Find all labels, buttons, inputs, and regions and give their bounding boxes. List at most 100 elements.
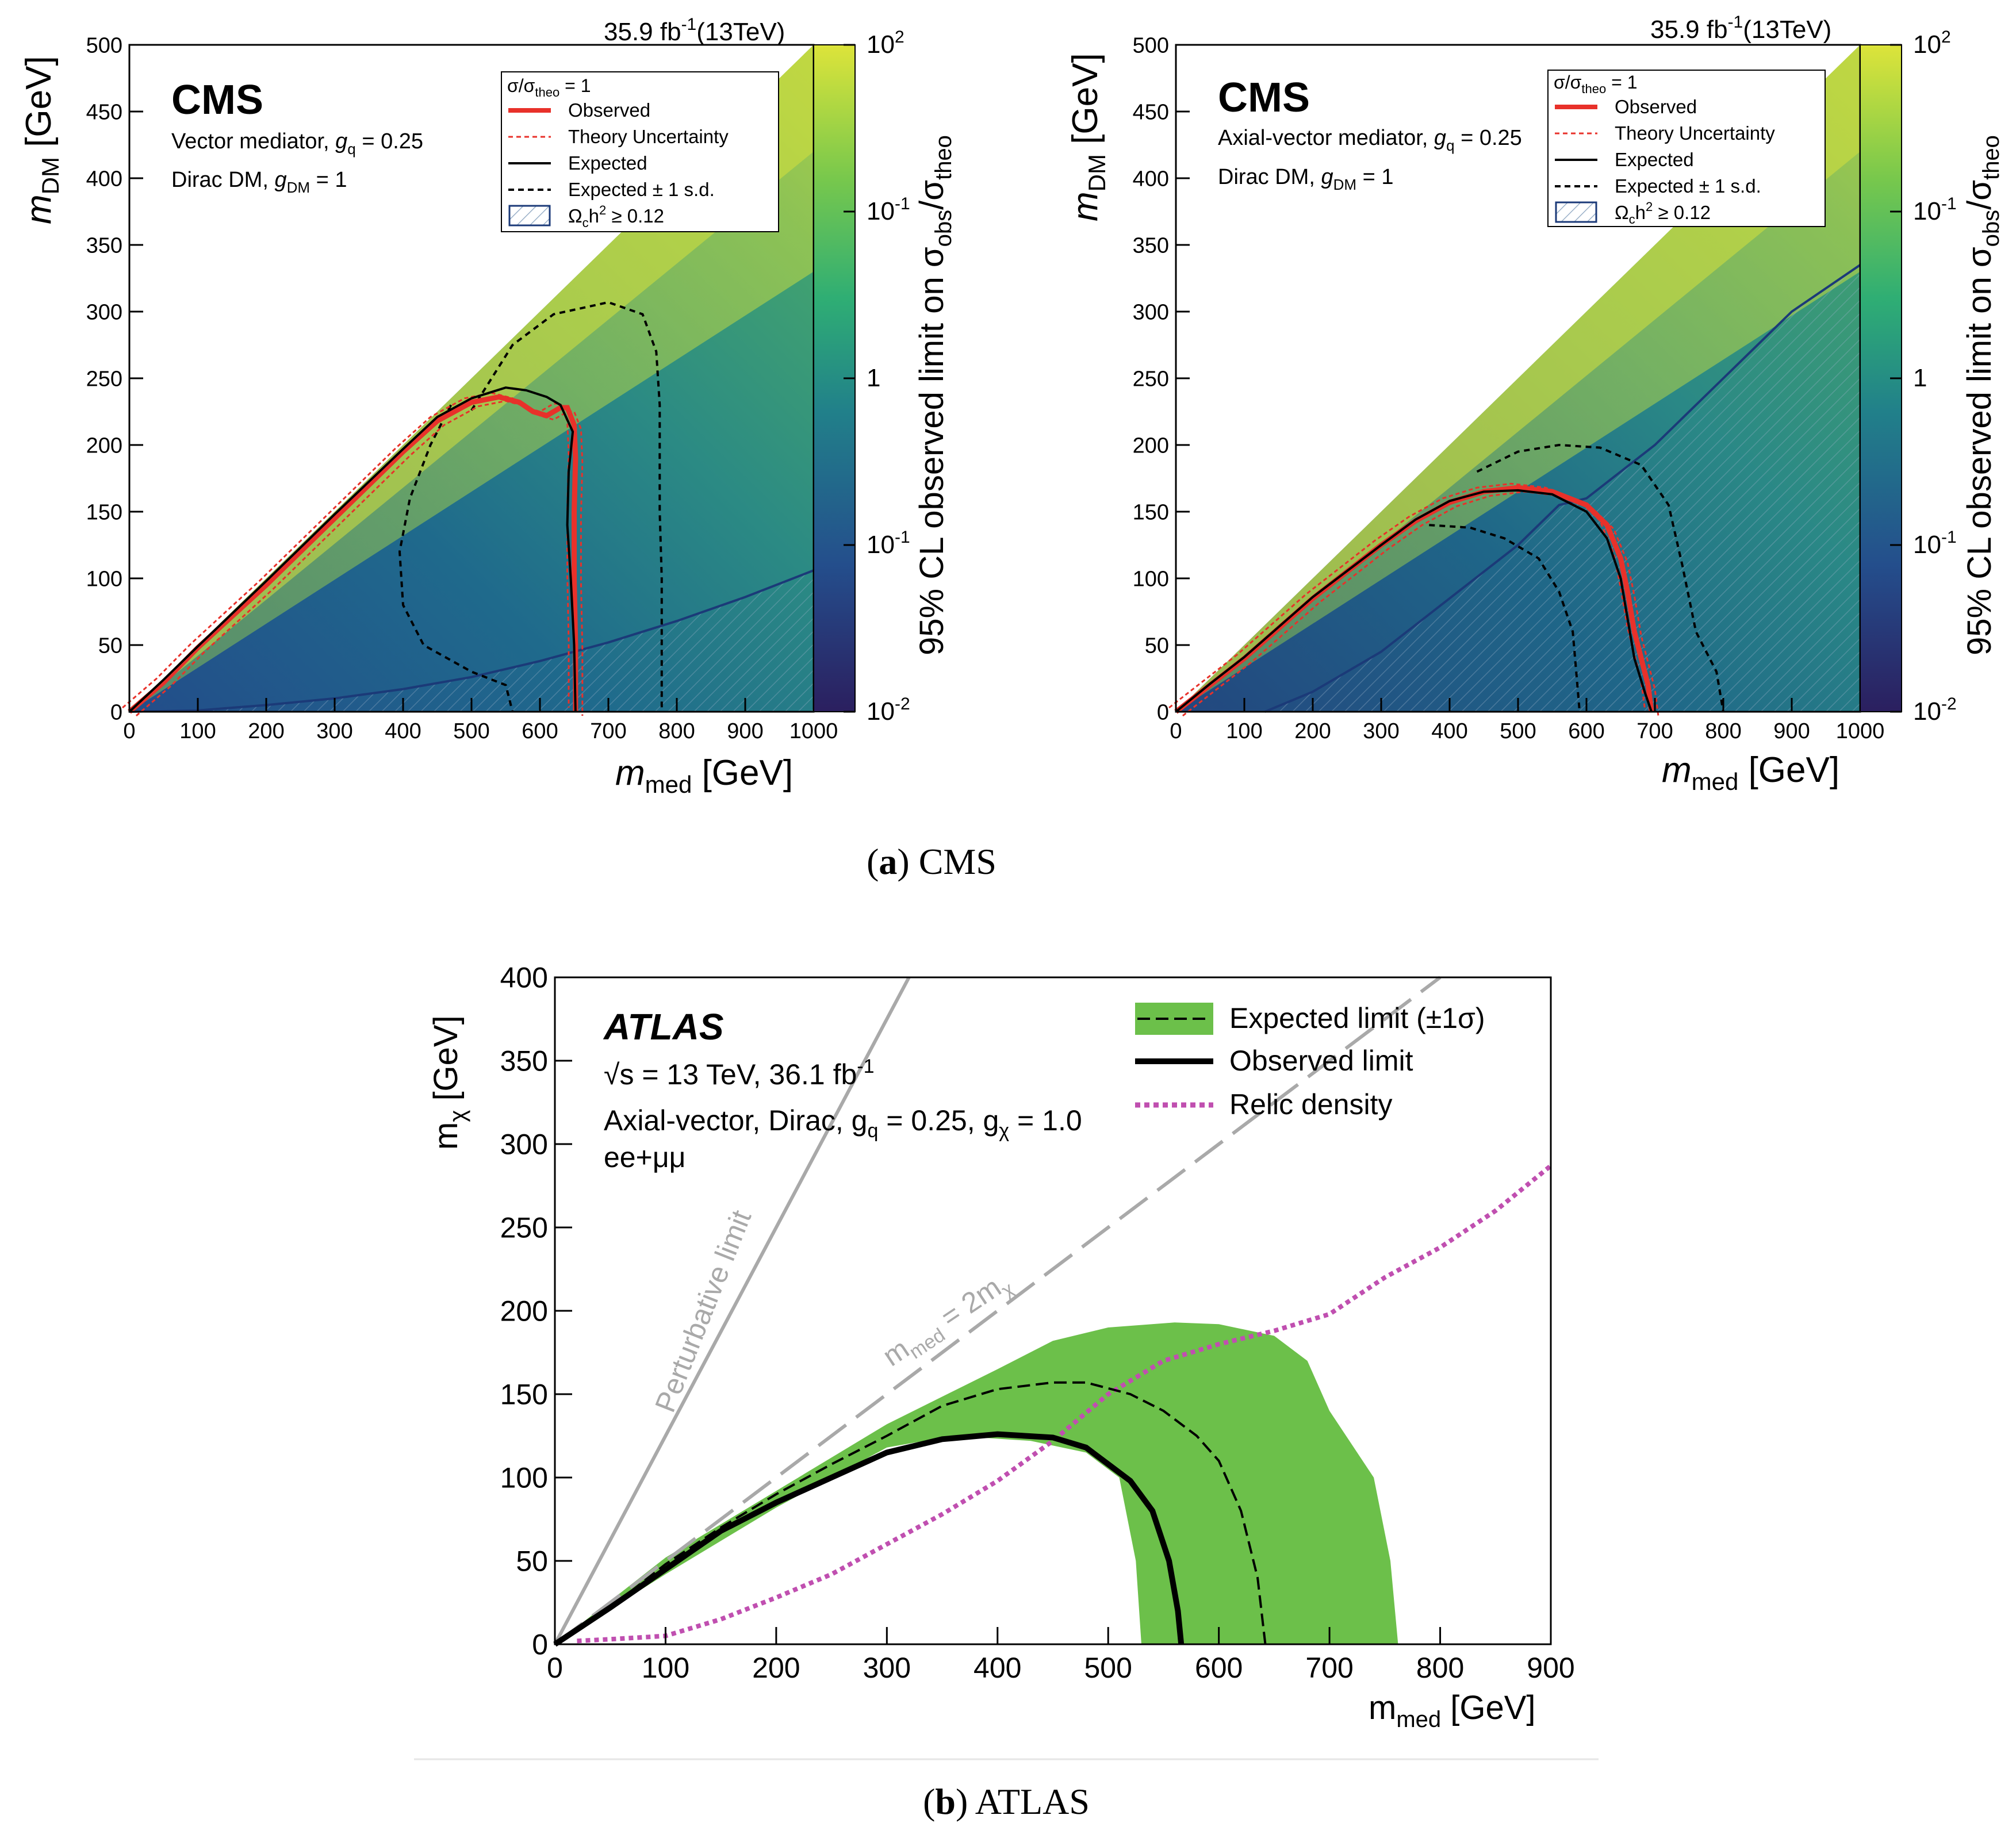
expected-limit-line <box>554 1381 1267 1645</box>
y-tick-label: 250 <box>500 1212 548 1244</box>
cms-logo: CMS <box>1218 75 1310 121</box>
caption-b: (b) ATLAS <box>923 1781 1090 1822</box>
y-tick-label: 200 <box>86 433 122 458</box>
legend-relic: Ωch2 ≥ 0.12 <box>568 203 664 230</box>
colorbar-tick-label: 102 <box>867 28 904 59</box>
legend-theory: Theory Uncertainty <box>1615 122 1775 144</box>
y-tick-label: 450 <box>1133 100 1169 124</box>
legend-expected-sd: Expected ± 1 s.d. <box>1615 175 1761 197</box>
y-tick-label: 50 <box>516 1545 548 1578</box>
x-tick-label: 600 <box>1568 719 1604 743</box>
model-line-2: Dirac DM, gDM = 1 <box>171 168 347 196</box>
y-tick-label: 50 <box>98 634 122 658</box>
x-tick-label: 600 <box>522 719 558 743</box>
y-tick-label: 300 <box>500 1129 548 1161</box>
legend: σ/σtheo = 1 Observed Theory Uncertainty … <box>1547 70 1826 227</box>
contour-curves <box>122 301 814 717</box>
x-tick-label: 700 <box>590 719 626 743</box>
legend-relic: Ωch2 ≥ 0.12 <box>1615 199 1711 227</box>
legend-expected: Expected <box>568 152 647 174</box>
cms-logo: CMS <box>171 77 263 123</box>
expected-contour <box>1175 489 1653 713</box>
relic-density-line <box>577 1164 1553 1644</box>
x-tick-label: 100 <box>642 1652 689 1684</box>
legend-theory: Theory Uncertainty <box>568 126 729 147</box>
x-tick-label: 0 <box>547 1652 563 1684</box>
x-tick-label: 200 <box>1294 719 1331 743</box>
colorbar-tick-label: 10-1 <box>1913 194 1957 225</box>
atlas-curves <box>553 976 1553 1647</box>
x-tick-label: 500 <box>1084 1652 1132 1684</box>
colorbar-tick-label: 10-1 <box>1913 528 1957 559</box>
caption-a: (a) CMS <box>867 841 996 882</box>
legend-observed: Observed <box>1615 96 1697 117</box>
legend-expected-sd: Expected ± 1 s.d. <box>568 179 715 200</box>
observed-contour <box>128 394 578 714</box>
x-ticks: 0 100 200 300 400 500 600 700 800 900 1000 <box>123 698 838 743</box>
theory-uncertainty-up <box>1182 490 1659 717</box>
y-tick-label: 150 <box>500 1379 548 1411</box>
y-tick-label: 450 <box>86 100 122 124</box>
y-tick-label: 0 <box>110 700 122 724</box>
x-axis-title: mmed [GeV] <box>1369 1689 1536 1732</box>
observed-limit-line <box>553 1431 1185 1647</box>
lumi-label: 35.9 fb-1(13TeV) <box>604 15 785 46</box>
expected-minus1sd <box>1429 524 1581 712</box>
legend-relic-swatch <box>1555 201 1597 223</box>
cms-axial-panel: 0 100 200 300 400 500 600 700 800 900 1000 0 50 100 1… <box>1066 13 2004 795</box>
colorbar-tick-label: 10-1 <box>867 528 910 559</box>
expected-plus1sd <box>1476 443 1724 712</box>
colorbar-tick-label: 10-2 <box>1913 694 1957 726</box>
legend: Expected limit (±1σ) Observed limit Reli… <box>1135 1002 1485 1121</box>
y-tick-label: 300 <box>86 300 122 324</box>
x-tick-label: 800 <box>1416 1652 1464 1684</box>
x-tick-label: 400 <box>1431 719 1467 743</box>
legend: σ/σtheo = 1 Observed Theory Uncertainty … <box>501 71 779 232</box>
y-tick-label: 200 <box>500 1295 548 1327</box>
legend-observed: Observed <box>568 99 650 121</box>
y-ticks: 0 50 100 150 200 250 300 350 400 450 500 <box>86 33 143 724</box>
colorbar-tick-label: 10-1 <box>867 194 910 225</box>
legend-relic-swatch <box>508 205 551 227</box>
relic-hatch <box>1264 264 1860 712</box>
cms-vector-panel: 0 100 200 300 400 500 600 700 800 900 1000 0 50 100 1… <box>19 15 956 798</box>
atlas-model: Axial-vector, Dirac, gq = 0.25, gχ = 1.0 <box>604 1104 1082 1142</box>
x-tick-label: 900 <box>1527 1652 1574 1684</box>
colorbar-tick-label: 1 <box>867 364 880 392</box>
legend-relic: Relic density <box>1229 1088 1392 1121</box>
colorbar-ticks: 102 10-1 1 10-1 10-2 <box>844 28 910 726</box>
x-ticks: 0 100 200 300 400 500 600 700 800 900 1000 <box>1170 698 1884 743</box>
y-tick-label: 0 <box>532 1629 548 1661</box>
legend-title: σ/σtheo = 1 <box>1554 72 1637 96</box>
y-tick-label: 400 <box>86 167 122 191</box>
legend-observed: Observed limit <box>1229 1045 1413 1077</box>
x-tick-label: 900 <box>1773 719 1810 743</box>
y-tick-label: 100 <box>500 1462 548 1494</box>
model-line-1: Axial-vector mediator, gq = 0.25 <box>1218 126 1522 154</box>
y-tick-label: 100 <box>86 567 122 591</box>
y-tick-label: 400 <box>500 962 548 994</box>
legend-title: σ/σtheo = 1 <box>507 75 591 99</box>
x-tick-label: 500 <box>453 719 489 743</box>
perturbative-line <box>553 976 911 1645</box>
atlas-logo: ATLAS <box>603 1006 724 1047</box>
atlas-channel: ee+μμ <box>604 1141 685 1173</box>
x-ticks: 0 100 200 300 400 500 600 700 800 900 <box>547 1627 1575 1684</box>
y-tick-label: 350 <box>1133 233 1169 258</box>
atlas-energy: √s = 13 TeV, 36.1 fb-1 <box>604 1056 875 1091</box>
y-ticks: 0 50 100 150 200 250 300 350 400 <box>500 962 572 1661</box>
x-tick-label: 400 <box>385 719 421 743</box>
x-tick-label: 800 <box>1705 719 1741 743</box>
y-tick-label: 150 <box>86 500 122 524</box>
y-tick-label: 150 <box>1133 500 1169 524</box>
x-tick-label: 700 <box>1636 719 1673 743</box>
y-tick-label: 200 <box>1133 433 1169 458</box>
x-tick-label: 0 <box>1170 719 1182 743</box>
diagonal-line <box>554 976 1442 1646</box>
model-line-1: Vector mediator, gq = 0.25 <box>171 129 423 158</box>
colorbar-tick-label: 102 <box>1913 28 1951 59</box>
x-axis-title: mmed [GeV] <box>1662 750 1839 795</box>
x-axis-title: mmed [GeV] <box>615 753 793 798</box>
x-tick-label: 700 <box>1305 1652 1353 1684</box>
